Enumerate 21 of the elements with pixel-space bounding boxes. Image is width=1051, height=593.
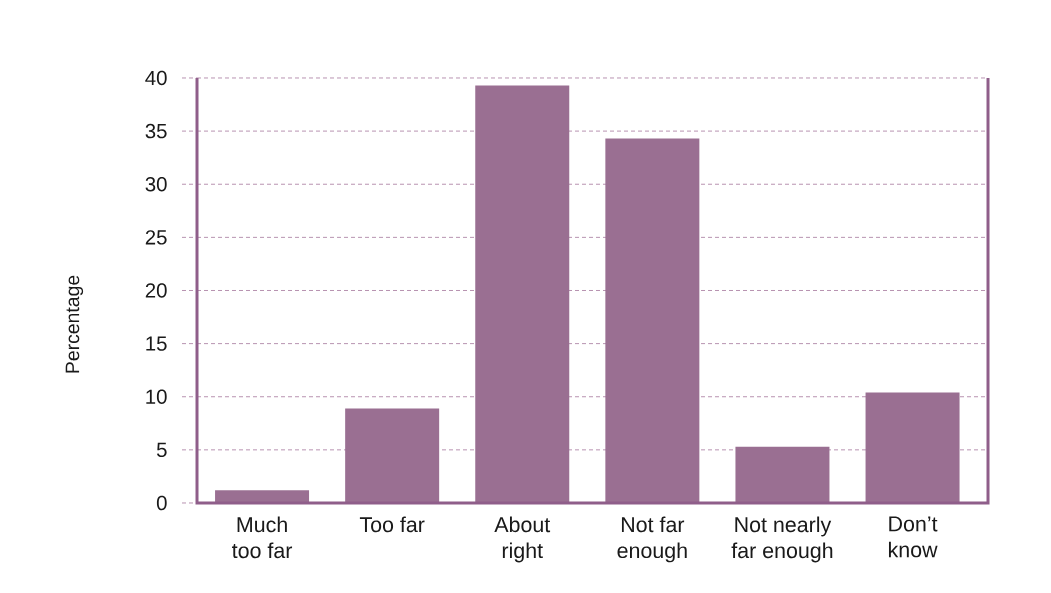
x-tick-label: About right [494,516,551,563]
y-tick-label: 30 [145,177,167,192]
bar [475,85,570,503]
y-tick-label: 10 [146,389,167,404]
x-tick-label: Not nearly far enough [731,516,833,563]
y-tick-label: 20 [145,283,167,298]
y-tick-label: 40 [145,70,167,86]
x-tick-label: Much too far [232,516,293,559]
y-tick-label: 35 [145,123,167,139]
bar [735,446,830,503]
y-tick-label: 5 [156,442,167,457]
y-tick-label: 15 [146,336,167,351]
x-tick-label: Too far [359,516,425,533]
x-tick-label: Don’t know [888,516,938,558]
x-tick-label: Not far enough [617,516,687,563]
bar [865,392,960,503]
y-axis-title: Percentage [65,275,84,373]
bar [345,408,440,503]
y-tick-label: 0 [156,495,167,511]
bar [605,138,700,503]
y-tick-label: 25 [145,230,167,245]
